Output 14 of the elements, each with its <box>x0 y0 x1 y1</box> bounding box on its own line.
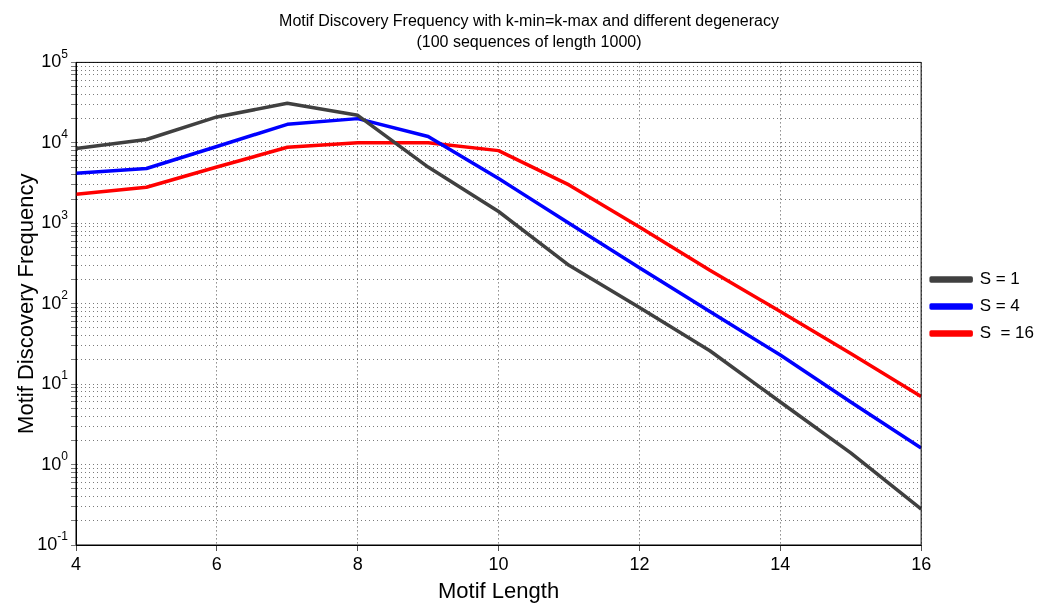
x-tick-label: 16 <box>911 553 932 574</box>
legend-label: S = 1 <box>979 269 1020 289</box>
chart-title: Motif Discovery Frequency with k-min=k-max and different degeneracy <box>279 12 779 30</box>
legend-label: S = 4 <box>979 296 1020 316</box>
chart-subtitle: (100 sequences of length 1000) <box>416 33 642 51</box>
y-axis-title: Motif Discovery Frequency <box>13 173 39 434</box>
legend-label: S = 16 <box>979 323 1035 343</box>
x-tick-label: 14 <box>770 553 791 574</box>
x-axis-title: Motif Length <box>438 577 560 603</box>
x-tick-label: 10 <box>488 553 509 574</box>
x-tick-label: 12 <box>629 553 650 574</box>
x-tick-label: 4 <box>70 553 82 574</box>
x-tick-label: 8 <box>352 553 363 574</box>
x-tick-label: 6 <box>211 553 222 574</box>
